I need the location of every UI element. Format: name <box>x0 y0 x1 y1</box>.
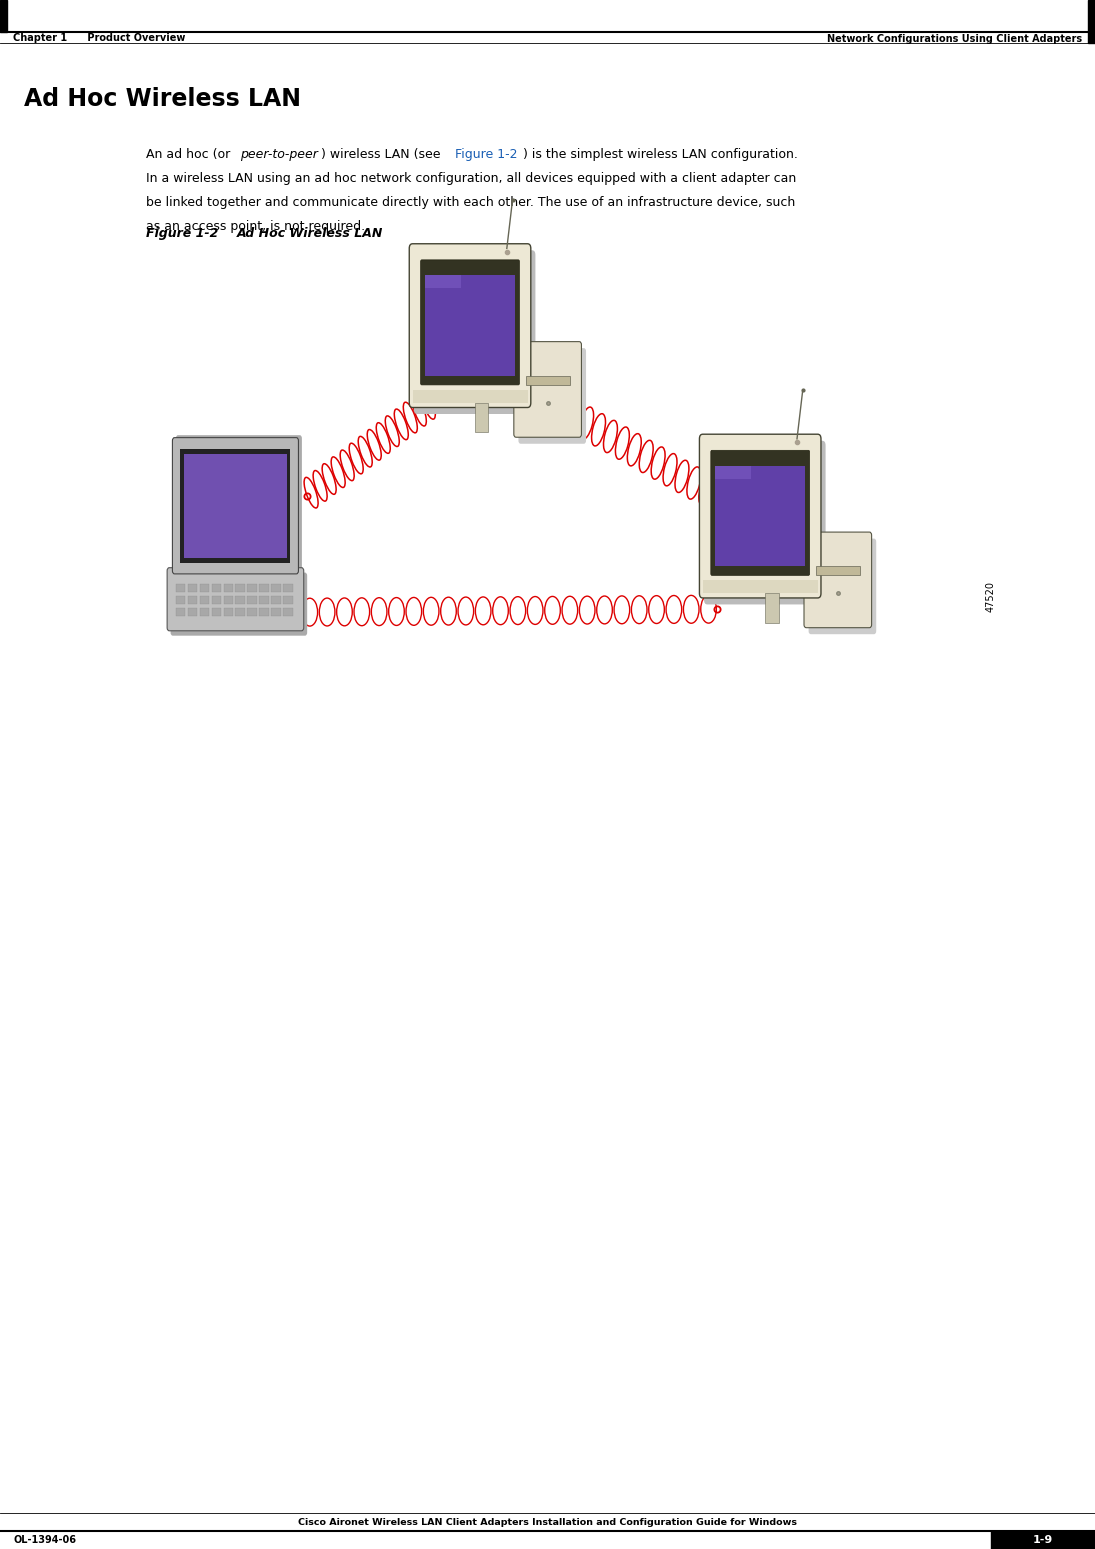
FancyBboxPatch shape <box>172 438 299 573</box>
FancyBboxPatch shape <box>518 349 586 443</box>
FancyBboxPatch shape <box>410 243 531 407</box>
Bar <box>176 609 185 617</box>
Bar <box>199 609 209 617</box>
Bar <box>260 609 268 617</box>
Bar <box>272 609 280 617</box>
Text: Chapter 1      Product Overview: Chapter 1 Product Overview <box>13 33 185 43</box>
Bar <box>223 584 233 592</box>
Bar <box>235 609 245 617</box>
FancyBboxPatch shape <box>420 260 519 384</box>
FancyBboxPatch shape <box>168 567 303 630</box>
Text: Ad Hoc Wireless LAN: Ad Hoc Wireless LAN <box>237 226 383 240</box>
Text: Cisco Aironet Wireless LAN Client Adapters Installation and Configuration Guide : Cisco Aironet Wireless LAN Client Adapte… <box>298 1518 797 1527</box>
Bar <box>211 596 221 604</box>
Bar <box>199 596 209 604</box>
Bar <box>188 596 197 604</box>
Bar <box>176 596 185 604</box>
Text: ) wireless LAN (see: ) wireless LAN (see <box>321 147 445 161</box>
Bar <box>260 584 268 592</box>
Bar <box>181 449 290 562</box>
Bar <box>474 403 488 432</box>
Bar <box>526 376 569 386</box>
Bar <box>283 584 292 592</box>
Bar <box>235 596 245 604</box>
FancyBboxPatch shape <box>414 251 535 414</box>
Text: 47520: 47520 <box>986 581 996 612</box>
Text: Ad Hoc Wireless LAN: Ad Hoc Wireless LAN <box>24 87 301 112</box>
Bar <box>816 567 860 575</box>
FancyBboxPatch shape <box>700 434 821 598</box>
Bar <box>235 584 245 592</box>
Text: Figure 1-2: Figure 1-2 <box>456 147 518 161</box>
Bar <box>764 593 779 623</box>
Bar <box>283 596 292 604</box>
Bar <box>260 596 268 604</box>
Bar <box>991 1532 1095 1549</box>
FancyBboxPatch shape <box>704 441 826 604</box>
Bar <box>199 584 209 592</box>
Bar <box>247 584 257 592</box>
Text: In a wireless LAN using an ad hoc network configuration, all devices equipped wi: In a wireless LAN using an ad hoc networ… <box>146 172 796 184</box>
Bar <box>0 0 7 33</box>
Bar <box>1088 0 1095 43</box>
Bar <box>176 584 185 592</box>
Text: be linked together and communicate directly with each other. The use of an infra: be linked together and communicate direc… <box>146 195 795 209</box>
Text: peer-to-peer: peer-to-peer <box>240 147 318 161</box>
Bar <box>715 466 751 479</box>
FancyBboxPatch shape <box>808 539 876 634</box>
Bar <box>247 596 257 604</box>
FancyBboxPatch shape <box>171 573 308 635</box>
Bar <box>283 609 292 617</box>
Bar <box>247 609 257 617</box>
Text: Network Configurations Using Client Adapters: Network Configurations Using Client Adap… <box>827 34 1082 43</box>
Bar <box>211 609 221 617</box>
Text: as an access point, is not required.: as an access point, is not required. <box>146 220 365 232</box>
Bar <box>223 596 233 604</box>
FancyBboxPatch shape <box>711 451 809 575</box>
Bar <box>184 454 287 558</box>
FancyBboxPatch shape <box>176 435 302 572</box>
FancyBboxPatch shape <box>514 342 581 437</box>
Bar <box>413 390 528 403</box>
Bar <box>425 276 461 288</box>
Bar <box>272 584 280 592</box>
Bar <box>223 609 233 617</box>
Text: ) is the simplest wireless LAN configuration.: ) is the simplest wireless LAN configura… <box>522 147 797 161</box>
Bar <box>425 276 515 376</box>
FancyBboxPatch shape <box>804 533 872 627</box>
Bar <box>715 466 805 567</box>
Bar <box>188 584 197 592</box>
Text: OL-1394-06: OL-1394-06 <box>13 1535 77 1546</box>
Bar <box>188 609 197 617</box>
Bar <box>211 584 221 592</box>
Text: Figure 1-2: Figure 1-2 <box>146 226 218 240</box>
Text: An ad hoc (or: An ad hoc (or <box>146 147 234 161</box>
Text: 1-9: 1-9 <box>1033 1535 1052 1546</box>
Bar <box>272 596 280 604</box>
Bar <box>703 581 818 593</box>
